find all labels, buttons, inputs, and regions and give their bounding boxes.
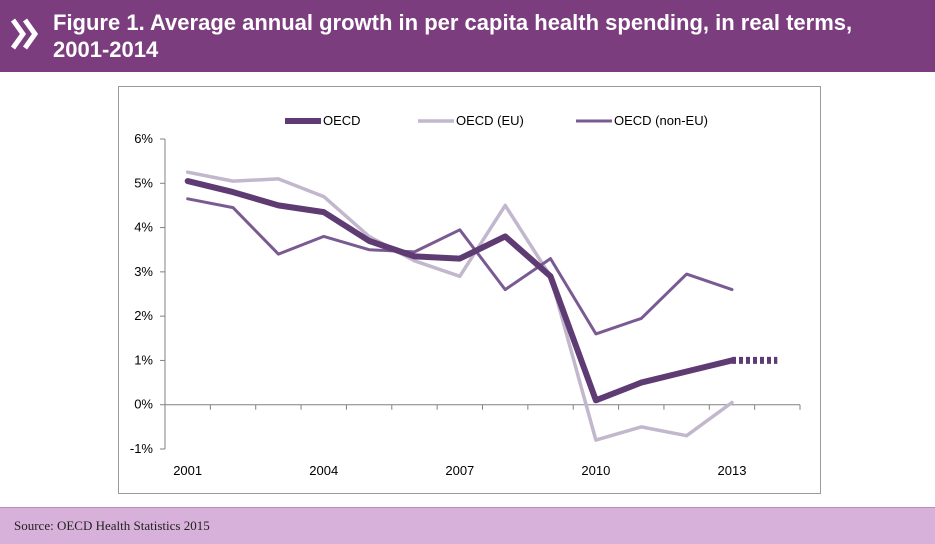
legend-label: OECD <box>323 113 361 128</box>
oecd-chevron-logo <box>10 18 39 50</box>
x-tick-label: 2004 <box>309 463 338 478</box>
y-tick-label: 0% <box>134 397 153 412</box>
figure-header: Figure 1. Average annual growth in per c… <box>0 0 935 72</box>
source-note: Source: OECD Health Statistics 2015 <box>14 518 210 533</box>
series-group <box>184 170 778 442</box>
y-tick-label: 5% <box>134 175 153 190</box>
chart-frame <box>118 86 821 494</box>
series-line-oecd-eu <box>185 170 734 442</box>
series-line-oecd-non-eu <box>186 197 734 336</box>
y-tick-label: 2% <box>134 308 153 323</box>
y-tick-label: 4% <box>134 220 153 235</box>
figure-title: Figure 1. Average annual growth in per c… <box>53 10 853 62</box>
series-line-oecd <box>184 178 735 404</box>
source-footer: Source: OECD Health Statistics 2015 <box>0 507 935 544</box>
legend-label: OECD (EU) <box>456 113 524 128</box>
x-tick-label: 2010 <box>581 463 610 478</box>
x-tick-label: 2001 <box>173 463 202 478</box>
y-tick-label: 3% <box>134 264 153 279</box>
y-tick-label: -1% <box>130 441 154 456</box>
y-tick-label: 1% <box>134 352 153 367</box>
legend-label: OECD (non-EU) <box>614 113 708 128</box>
x-tick-label: 2007 <box>445 463 474 478</box>
y-tick-label: 6% <box>134 131 153 146</box>
x-tick-label: 2013 <box>718 463 747 478</box>
